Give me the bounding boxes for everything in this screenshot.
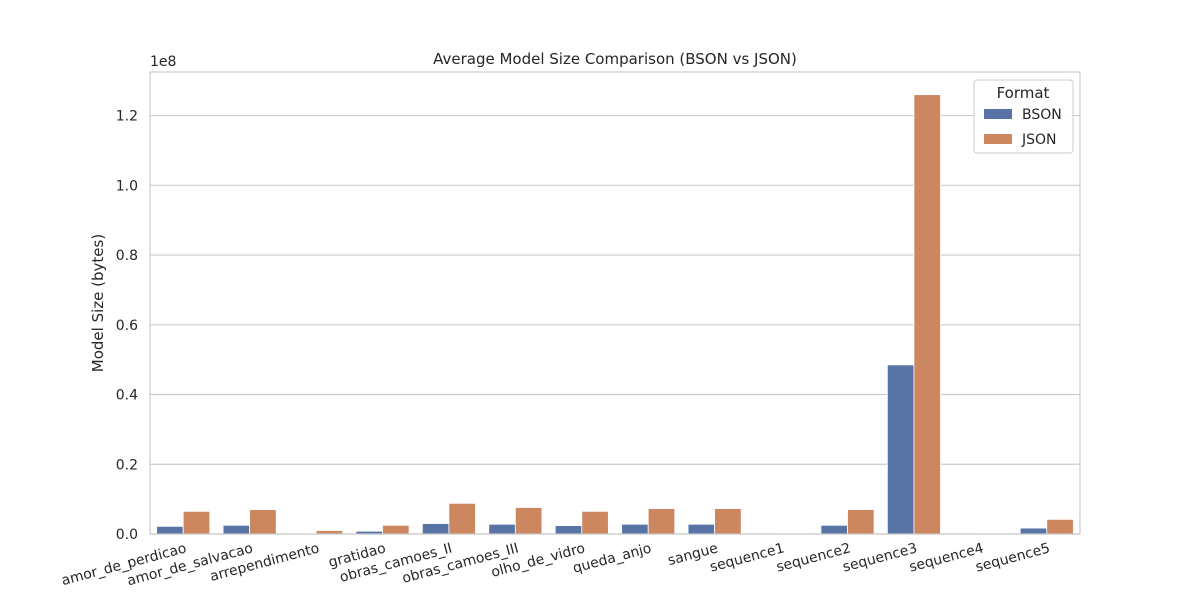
y-tick-label: 0.6 — [116, 318, 138, 334]
y-tick-label: 0.2 — [116, 457, 138, 473]
bar-json-olho-de-vidro — [582, 511, 609, 534]
bar-bson-obras-camoes-iii — [489, 524, 516, 534]
bar-bson-queda-anjo — [622, 524, 649, 534]
bar-bson-sequence2 — [821, 525, 848, 534]
x-tick-label: sequence5 — [974, 540, 1052, 575]
legend-swatch-json — [984, 134, 1012, 144]
bar-json-sequence5 — [1047, 519, 1074, 534]
x-tick-label: sequence4 — [907, 540, 985, 575]
x-tick-label: sequence3 — [841, 540, 919, 575]
y-tick-label: 0.8 — [116, 248, 138, 264]
chart-title: Average Model Size Comparison (BSON vs J… — [433, 50, 797, 68]
bar-json-obras-camoes-ii — [449, 503, 476, 534]
bar-bson-olho-de-vidro — [555, 526, 582, 534]
y-tick-label: 0.4 — [116, 388, 138, 404]
legend-title: Format — [997, 84, 1050, 102]
y-axis-label: Model Size (bytes) — [89, 234, 107, 372]
bar-bson-sequence5 — [1020, 528, 1047, 534]
legend: Format BSON JSON — [974, 80, 1073, 153]
bar-layer — [157, 95, 1074, 534]
legend-label-bson: BSON — [1022, 107, 1062, 123]
bar-json-sequence2 — [848, 510, 875, 534]
bar-json-sangue — [715, 509, 742, 534]
legend-swatch-bson — [984, 109, 1012, 119]
x-tick-label: sequence2 — [775, 540, 853, 575]
x-tick-label: sequence1 — [708, 540, 786, 575]
bar-json-gratidao — [383, 525, 410, 534]
bar-bson-obras-camoes-ii — [422, 524, 449, 534]
y-offset-text: 1e8 — [150, 54, 176, 70]
bar-json-queda-anjo — [648, 509, 675, 534]
bar-bson-sangue — [688, 524, 715, 534]
bar-json-amor-de-salvacao — [250, 510, 277, 534]
x-tick-layer: amor_de_perdicaoamor_de_salvacaoarrepend… — [60, 540, 1052, 589]
y-tick-label: 1.2 — [116, 109, 138, 125]
y-tick-label: 1.0 — [116, 178, 138, 194]
legend-label-json: JSON — [1021, 132, 1057, 148]
bar-json-amor-de-perdicao — [183, 511, 210, 534]
bar-json-obras-camoes-iii — [515, 508, 542, 534]
y-tick-layer: 0.0 0.2 0.4 0.6 0.8 1.0 1.2 — [116, 109, 138, 543]
bar-bson-amor-de-perdicao — [157, 526, 184, 534]
bar-bson-sequence3 — [887, 365, 914, 534]
y-tick-label: 0.0 — [116, 527, 138, 543]
bar-json-sequence3 — [914, 95, 941, 534]
bar-bson-amor-de-salvacao — [223, 525, 250, 534]
